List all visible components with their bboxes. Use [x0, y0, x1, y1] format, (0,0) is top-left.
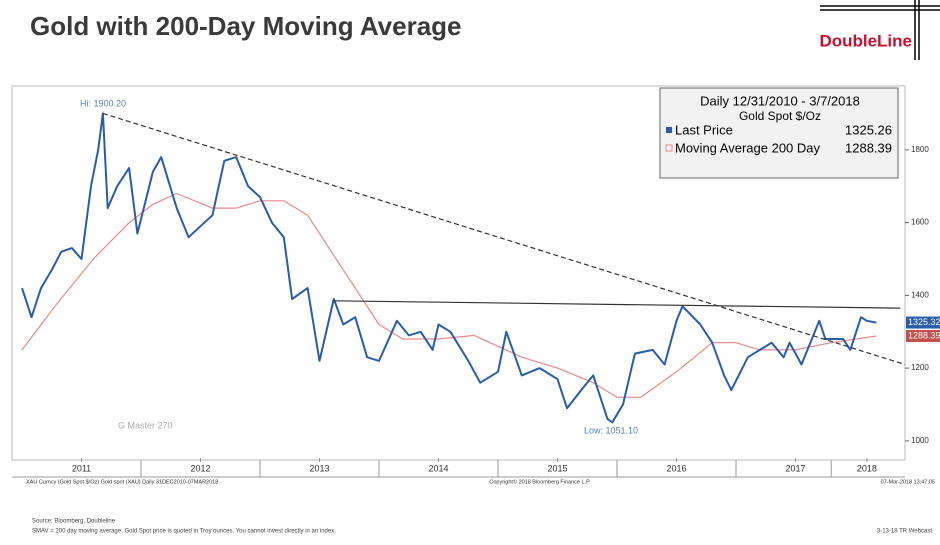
legend-title: Daily 12/31/2010 - 3/7/2018	[700, 93, 860, 108]
x-tick-label: 2016	[666, 463, 686, 473]
legend-marker	[666, 127, 672, 133]
trendline	[333, 300, 901, 309]
x-tick-label: 2014	[428, 463, 448, 473]
legend-subtitle: Gold Spot $/Oz	[739, 109, 821, 123]
y-tick-label: 1200	[911, 363, 929, 372]
y-tick-label: 1800	[911, 145, 929, 154]
legend-value: 1288.39	[845, 140, 892, 155]
legend-value: 1325.26	[845, 122, 892, 137]
legend-marker	[665, 144, 673, 152]
logo: DoubleLine	[819, 0, 940, 60]
legend-label: Moving Average 200 Day	[675, 140, 821, 155]
x-tick-label: 2018	[857, 463, 877, 473]
x-tick-label: 2013	[309, 463, 329, 473]
x-tick-label: 2012	[190, 463, 210, 473]
x-tick-label: 2017	[786, 463, 806, 473]
x-tick-label: 2015	[547, 463, 567, 473]
legend-label: Last Price	[675, 122, 733, 137]
bloomberg-center: Copyright© 2018 Bloomberg Finance L.P.	[489, 478, 591, 485]
bloomberg-right: 07-Mar-2018 13:47:05	[881, 479, 935, 485]
legend: Daily 12/31/2010 - 3/7/2018 Gold Spot $/…	[659, 87, 899, 179]
legend-box	[659, 87, 899, 179]
trendline	[102, 112, 906, 366]
series-line	[21, 112, 877, 424]
y-tick-label: 1600	[911, 218, 929, 227]
y-tick-label: 1400	[911, 290, 929, 299]
bloomberg-left: XAU Curncy (Gold Spot $/Oz) Gold spot (X…	[26, 479, 218, 485]
chart-title: Gold with 200-Day Moving Average	[30, 11, 462, 41]
y-tick-label: 1000	[911, 436, 929, 445]
logo-text: DoubleLine	[819, 31, 912, 50]
annotation: Low: 1051.10	[584, 425, 638, 435]
annotation: G Master 270	[118, 420, 173, 430]
footnote: SMAV = 200 day moving average. Gold Spot…	[32, 529, 336, 535]
x-tick-label: 2011	[72, 463, 91, 473]
end-tag	[906, 316, 940, 329]
event: 3-13-18 TR Webcast	[877, 529, 932, 535]
annotation: Hi: 1900.20	[80, 98, 126, 108]
end-tag-label: 1288.39	[908, 330, 940, 340]
end-tag-label: 1325.32	[908, 317, 940, 327]
end-tag	[906, 329, 940, 342]
source: Source: Bloomberg, Doubleline	[32, 519, 116, 525]
